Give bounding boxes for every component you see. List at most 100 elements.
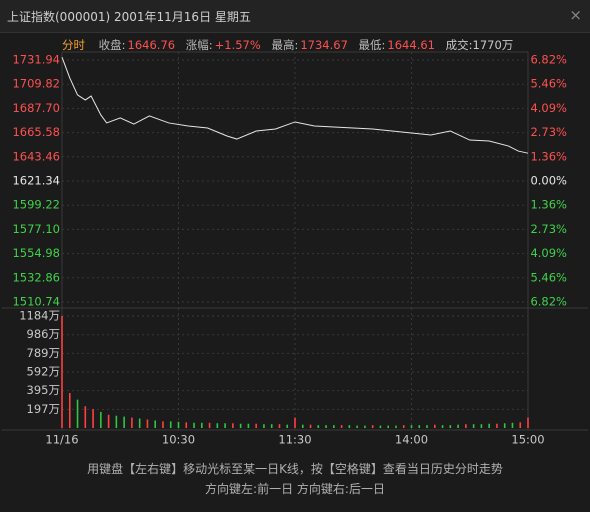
y-tick-label: 197万 — [27, 402, 60, 416]
volume-bar — [511, 422, 514, 428]
volume-bar — [270, 424, 273, 428]
y-tick-label: 1621.34 — [12, 174, 60, 188]
y-tick-label: 1665.58 — [12, 125, 60, 139]
y2-tick-label: 0.00% — [530, 174, 567, 188]
volume-bar — [100, 411, 102, 428]
x-tick-label: 11:30 — [278, 433, 311, 447]
info-value: 1734.67 — [300, 38, 348, 52]
info-volume: 成交:1770万 — [445, 38, 514, 52]
title: 上证指数(000001) 2001年11月16日 星期五 — [7, 10, 251, 24]
volume-bar — [247, 423, 250, 428]
y2-tick-label: 5.46% — [530, 77, 567, 91]
volume-bar — [395, 425, 397, 428]
volume-bar — [325, 425, 327, 428]
y2-tick-label: 2.73% — [530, 125, 567, 139]
volume-bar — [519, 422, 522, 428]
volume-bar — [146, 419, 149, 428]
volume-bar — [317, 425, 320, 428]
footer-hint: 用键盘【左右键】移动光标至某一日K线，按【空格键】查看当日历史分时走势 — [87, 462, 503, 476]
volume-bar — [169, 421, 172, 428]
volume-bar — [92, 409, 94, 428]
y2-tick-label: 2.73% — [530, 222, 567, 236]
info-label: 收盘: — [98, 38, 126, 52]
volume-bar — [333, 425, 335, 428]
volume-bar — [356, 425, 358, 428]
volume-bar — [177, 421, 180, 428]
volume-bar — [457, 424, 459, 428]
y-tick-label: 1599.22 — [12, 198, 60, 212]
volume-bar — [224, 423, 226, 428]
volume-bar — [309, 424, 312, 428]
footer-hint: 方向键左:前一日 方向键右:后一日 — [205, 482, 385, 496]
volume-bar — [379, 425, 382, 428]
volume-bar — [138, 418, 141, 428]
volume-bar — [76, 399, 79, 428]
volume-bar — [216, 423, 219, 428]
y2-tick-label: 6.82% — [530, 53, 567, 67]
volume-bar — [123, 416, 125, 428]
volume-bar — [162, 421, 164, 428]
volume-bar — [441, 425, 444, 428]
y-tick-label: 1184万 — [19, 309, 60, 323]
volume-bar — [348, 425, 351, 428]
volume-bar — [488, 423, 490, 428]
volume-bar — [340, 425, 343, 428]
mode-tab[interactable]: 分时 — [62, 38, 85, 52]
info-value: 1644.61 — [387, 38, 435, 52]
volume-bar — [294, 417, 296, 428]
close-button[interactable]: × — [569, 6, 582, 24]
y2-tick-label: 4.09% — [530, 101, 567, 115]
volume-bar — [480, 424, 483, 428]
volume-bar — [232, 423, 234, 428]
y2-tick-label: 1.36% — [530, 149, 567, 163]
volume-bar — [131, 417, 133, 428]
volume-bar — [426, 425, 428, 428]
y-tick-label: 1731.94 — [12, 53, 60, 67]
y-tick-label: 986万 — [27, 327, 60, 341]
x-tick-label: 11/16 — [45, 433, 78, 447]
y2-tick-label: 6.82% — [530, 295, 567, 309]
info-line: 分时 收盘: 1646.76 涨幅: +1.57% 最高: 1734.67 最低: 16… — [62, 37, 515, 53]
volume-bar — [449, 425, 452, 428]
info-label: 最低: — [358, 38, 386, 52]
volume-bar — [418, 425, 421, 428]
volume-bar — [496, 423, 498, 428]
y-tick-label: 1532.86 — [12, 270, 60, 284]
volume-bar — [185, 422, 188, 428]
volume-bar — [472, 424, 475, 428]
y2-tick-label: 5.46% — [530, 270, 567, 284]
volume-bar — [410, 425, 413, 428]
volume-bar — [364, 425, 366, 428]
y-tick-label: 1510.74 — [12, 295, 60, 309]
x-tick-label: 15:00 — [511, 433, 544, 447]
volume-bar — [154, 420, 156, 428]
info-label: 最高: — [271, 38, 299, 52]
y-tick-label: 789万 — [27, 346, 60, 360]
y2-tick-label: 4.09% — [530, 246, 567, 260]
volume-bar — [84, 406, 87, 428]
volume-bar — [239, 423, 242, 428]
volume-bar — [263, 424, 265, 428]
volume-bar — [527, 417, 529, 428]
y2-tick-label: 1.36% — [530, 198, 567, 212]
y-tick-label: 1554.98 — [12, 246, 60, 260]
volume-bar — [115, 415, 118, 428]
volume-bar — [107, 414, 110, 428]
volume-bar — [278, 424, 281, 428]
volume-bar — [61, 316, 63, 428]
x-tick-label: 10:30 — [162, 433, 195, 447]
volume-bar — [387, 425, 389, 428]
y-tick-label: 395万 — [27, 383, 60, 397]
info-value: +1.57% — [214, 38, 261, 52]
x-tick-label: 14:00 — [395, 433, 428, 447]
y-tick-label: 1577.10 — [12, 222, 60, 236]
volume-bar — [434, 424, 436, 428]
volume-bar — [193, 422, 195, 428]
y-tick-label: 1709.82 — [12, 77, 60, 91]
y-tick-label: 592万 — [27, 365, 60, 379]
y-tick-label: 1687.70 — [12, 101, 60, 115]
volume-bar — [301, 424, 304, 428]
volume-bar — [68, 393, 71, 428]
